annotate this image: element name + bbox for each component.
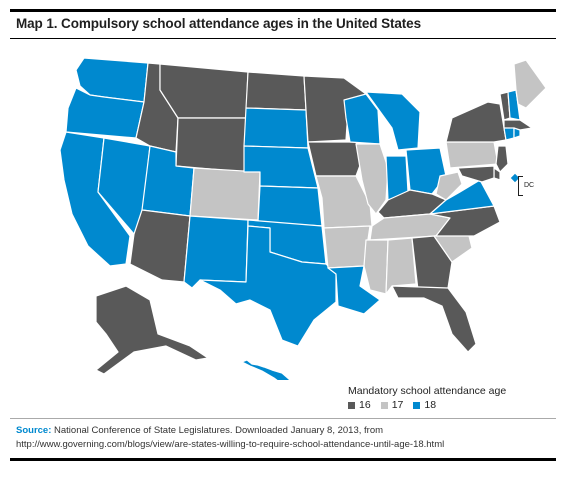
state-ms	[363, 239, 389, 295]
legend-label-18: 18	[424, 399, 437, 411]
dc-label: DC	[524, 182, 535, 189]
state-la	[327, 265, 381, 315]
legend: 16 17 18	[348, 399, 436, 411]
source-note: Source: National Conference of State Leg…	[16, 424, 556, 452]
state-pa	[445, 141, 499, 169]
bottom-rule	[10, 458, 556, 461]
state-az	[129, 209, 191, 283]
legend-swatch-16	[348, 401, 355, 409]
state-il	[355, 143, 389, 215]
state-fl	[391, 285, 477, 353]
legend-item-17: 17	[380, 399, 404, 411]
state-ks	[257, 185, 323, 227]
map-title: Map 1. Compulsory school attendance ages…	[16, 16, 421, 31]
state-nj	[495, 145, 509, 173]
state-ak	[95, 285, 209, 375]
state-sd	[243, 107, 309, 149]
state-mt	[159, 63, 249, 119]
state-ny	[445, 101, 507, 143]
title-rule	[10, 38, 556, 39]
state-ri	[513, 127, 521, 139]
source-label: Source:	[16, 425, 52, 436]
legend-swatch-18	[413, 401, 421, 409]
state-ar	[323, 225, 371, 269]
source-text: National Conference of State Legislature…	[16, 425, 445, 450]
dc-bracket	[518, 176, 523, 196]
state-al	[385, 237, 417, 295]
legend-item-16: 16	[348, 399, 371, 411]
legend-label-16: 16	[359, 399, 371, 411]
state-wv	[435, 171, 463, 201]
state-co	[189, 167, 261, 221]
state-nd	[245, 71, 307, 111]
legend-label-17: 17	[391, 399, 404, 411]
legend-item-18: 18	[413, 399, 436, 411]
state-va	[429, 179, 495, 215]
state-ga	[411, 235, 453, 291]
source-rule	[10, 418, 556, 419]
state-me	[513, 59, 547, 109]
state-md	[457, 165, 495, 183]
state-dc	[509, 172, 521, 184]
state-hi	[241, 359, 291, 380]
state-ia	[307, 141, 363, 177]
legend-swatch-17	[380, 401, 388, 409]
us-map	[59, 57, 547, 380]
state-tx	[199, 225, 337, 347]
state-mi	[365, 91, 421, 151]
top-rule	[10, 9, 556, 12]
legend-title: Mandatory school attendance age	[348, 385, 507, 397]
state-ct	[503, 127, 515, 141]
state-wy	[175, 117, 247, 173]
state-nm	[183, 215, 249, 289]
